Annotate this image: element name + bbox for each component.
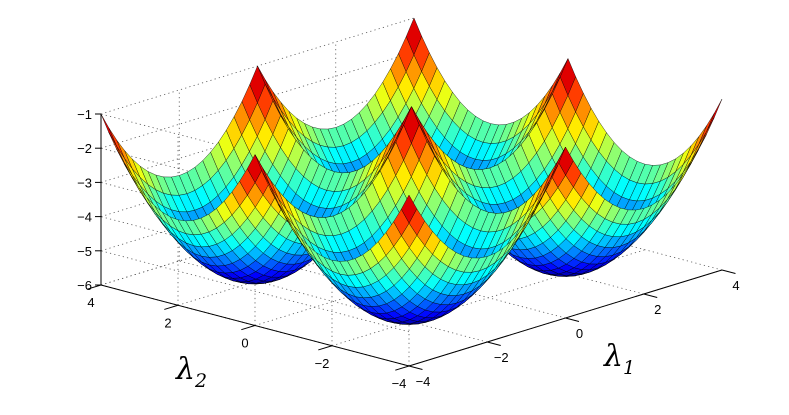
y-axis-label: λ2: [175, 352, 207, 392]
z-tick-label: −6: [77, 278, 92, 293]
x-tick-mark: [408, 365, 423, 371]
x-tick-label: −4: [416, 374, 431, 389]
y-tick-mark: [164, 304, 179, 310]
surface-patch: [108, 127, 125, 159]
x-tick-mark: [565, 317, 580, 323]
surface-patch: [698, 113, 715, 145]
surface-patch: [706, 98, 723, 133]
x-axis-label: λ1: [603, 339, 635, 379]
y-tick-label: 4: [87, 295, 94, 310]
y-tick-label: 0: [241, 336, 248, 351]
surface-patch: [401, 194, 418, 224]
x-tick-label: 2: [654, 302, 661, 317]
x-tick-label: −2: [494, 350, 509, 365]
tick-labels: −4 −2 0 2 4 −4 −2 0 2 4 −6 −5 −4 −3 −2 −1: [77, 107, 739, 391]
y-tick-mark: [395, 365, 410, 371]
y-tick-label: −4: [392, 376, 407, 391]
y-tick-mark: [87, 284, 102, 290]
x-tick-mark: [643, 293, 658, 299]
x-tick-mark: [487, 341, 501, 347]
z-tick-label: −1: [77, 107, 92, 122]
surface-patch: [100, 113, 117, 147]
y-tick-mark: [241, 325, 256, 331]
grid-line-z-left: [100, 250, 410, 333]
x-tick-label: 4: [732, 278, 739, 293]
z-tick-label: −5: [77, 244, 92, 259]
surface-patch: [690, 125, 707, 156]
z-tick-label: −2: [77, 141, 92, 156]
z-tick-label: −4: [77, 210, 92, 225]
grid-line-x-floor: [179, 260, 488, 343]
x-tick-label: 0: [576, 326, 583, 341]
surface-mesh: [100, 17, 723, 325]
y-tick-mark: [318, 345, 333, 351]
x-tick-mark: [721, 269, 736, 275]
y-tick-label: 2: [164, 315, 171, 330]
y-tick-label: −2: [315, 356, 330, 371]
z-tick-label: −3: [77, 175, 92, 190]
